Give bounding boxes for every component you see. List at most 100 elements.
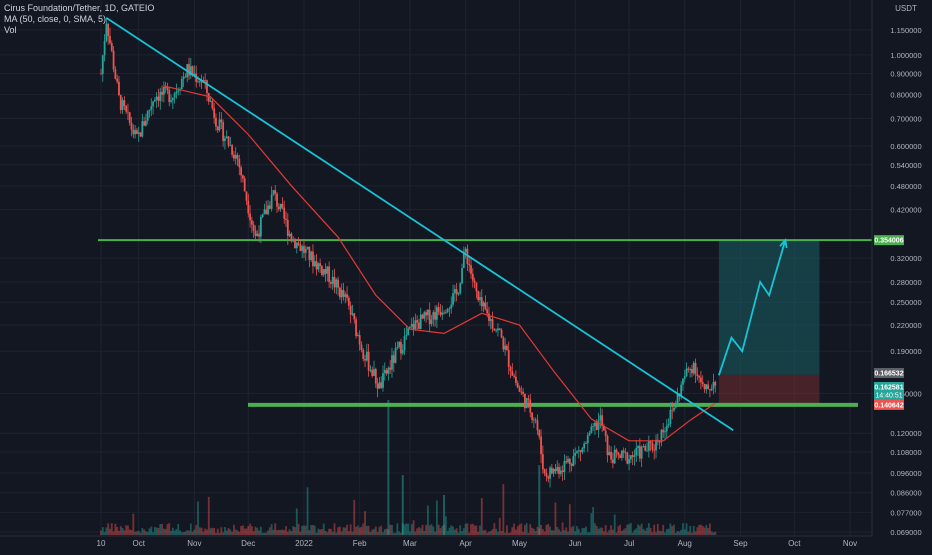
candle-body bbox=[425, 312, 428, 316]
time-tick-label: Jun bbox=[569, 539, 582, 548]
candle-body bbox=[416, 320, 419, 323]
candle-body bbox=[101, 55, 104, 74]
volume-bar bbox=[319, 529, 322, 535]
candle-body bbox=[660, 429, 663, 443]
volume-bar bbox=[322, 523, 325, 535]
candle-body bbox=[331, 276, 334, 284]
descending-trendline bbox=[105, 17, 734, 432]
volume-bar bbox=[656, 523, 659, 535]
candle-body bbox=[303, 246, 305, 253]
volume-bar bbox=[365, 525, 368, 535]
time-tick-label: Apr bbox=[459, 539, 472, 548]
ma-indicator-label[interactable]: MA (50, close, 0, SMA, 5) bbox=[4, 14, 107, 24]
volume-bar bbox=[680, 529, 683, 535]
candle-body bbox=[294, 239, 296, 249]
volume-bar bbox=[168, 523, 171, 535]
candle-body bbox=[633, 455, 636, 457]
volume-bar bbox=[414, 531, 417, 535]
candle-body bbox=[358, 335, 361, 345]
candle-body bbox=[148, 109, 151, 111]
volume-indicator-label[interactable]: Vol bbox=[4, 25, 17, 35]
projection-path[interactable] bbox=[718, 238, 788, 376]
volume-bar bbox=[380, 525, 383, 535]
candle-body bbox=[471, 273, 474, 281]
volume-bar bbox=[471, 523, 474, 535]
candle-body bbox=[631, 455, 634, 457]
symbol-title[interactable]: Cirus Foundation/Tether, 1D, GATEIO bbox=[4, 3, 155, 13]
candle-body bbox=[523, 393, 526, 409]
candle-body bbox=[642, 446, 645, 447]
price-tick-label: 0.120000 bbox=[890, 429, 921, 438]
volume-bar bbox=[513, 523, 516, 535]
candle-body bbox=[385, 370, 388, 374]
price-badge bbox=[874, 382, 904, 400]
candle-body bbox=[545, 473, 548, 477]
volume-bar bbox=[455, 528, 458, 535]
price-tick-label: 0.086000 bbox=[890, 489, 921, 498]
candle-body bbox=[270, 194, 273, 209]
volume-bar bbox=[166, 524, 169, 535]
candle-body bbox=[705, 384, 708, 390]
candle-body bbox=[550, 467, 553, 474]
candle-body bbox=[594, 422, 596, 427]
volume-bar bbox=[658, 530, 661, 535]
volume-bar bbox=[405, 523, 408, 535]
candle-body bbox=[170, 100, 172, 102]
price-axis[interactable]: USDT 1.150000 1.000000 0.900000 0.800000 0.70… bbox=[871, 0, 932, 550]
volume-bar bbox=[430, 524, 433, 535]
volume-bar bbox=[497, 531, 499, 535]
candle-body bbox=[337, 279, 339, 288]
candle-body bbox=[556, 467, 559, 472]
price-badge-label: 0.354006 bbox=[874, 238, 903, 245]
candle-body bbox=[529, 399, 532, 413]
candle-body bbox=[340, 289, 343, 298]
candle-body bbox=[283, 207, 286, 219]
candle-body bbox=[342, 289, 345, 297]
volume-bar bbox=[391, 524, 393, 535]
candle-body bbox=[534, 419, 537, 421]
volume-bar bbox=[349, 524, 352, 535]
candle-body bbox=[610, 451, 613, 460]
time-axis[interactable]: 10 Oct Nov Dec 2022 Feb Mar Apr May Jun Jul Aug Sep O… bbox=[0, 535, 872, 548]
candle-body bbox=[543, 469, 546, 474]
volume-bar bbox=[628, 524, 630, 535]
candle-body bbox=[362, 349, 365, 359]
candle-body bbox=[281, 203, 284, 208]
candle-body bbox=[651, 442, 654, 450]
candle-body bbox=[351, 313, 354, 315]
horizontal-levels[interactable] bbox=[98, 239, 872, 407]
trendline[interactable] bbox=[105, 17, 734, 432]
candle-body bbox=[581, 448, 584, 453]
volume-bar bbox=[283, 530, 286, 535]
candle-body bbox=[488, 313, 490, 321]
candle-body bbox=[683, 376, 686, 379]
volume-bar bbox=[403, 524, 406, 535]
candle-body bbox=[439, 311, 442, 315]
volume-bar bbox=[400, 532, 402, 535]
candle-body bbox=[667, 423, 670, 426]
volume-bar bbox=[554, 502, 557, 535]
volume-bar bbox=[161, 523, 163, 535]
volume-bar bbox=[188, 530, 190, 535]
long-position-tool[interactable] bbox=[718, 240, 820, 405]
volume-bar bbox=[655, 532, 657, 535]
stop-zone bbox=[718, 374, 820, 405]
candle-body bbox=[563, 461, 566, 473]
candle-body bbox=[710, 388, 713, 391]
candle-body bbox=[346, 294, 348, 298]
volume-bar bbox=[254, 526, 257, 535]
candle-body bbox=[664, 431, 666, 433]
candle-body bbox=[405, 335, 408, 337]
volume-bar bbox=[493, 523, 496, 535]
candle-body bbox=[220, 119, 223, 123]
volume-bar bbox=[285, 526, 287, 535]
candle-body bbox=[173, 93, 176, 98]
volume-bar bbox=[229, 529, 232, 535]
candle-body bbox=[137, 132, 140, 134]
candle-body bbox=[559, 470, 562, 474]
price-tick-label: 0.600000 bbox=[890, 142, 921, 151]
candle-body bbox=[299, 244, 302, 251]
candle-body bbox=[276, 193, 278, 207]
